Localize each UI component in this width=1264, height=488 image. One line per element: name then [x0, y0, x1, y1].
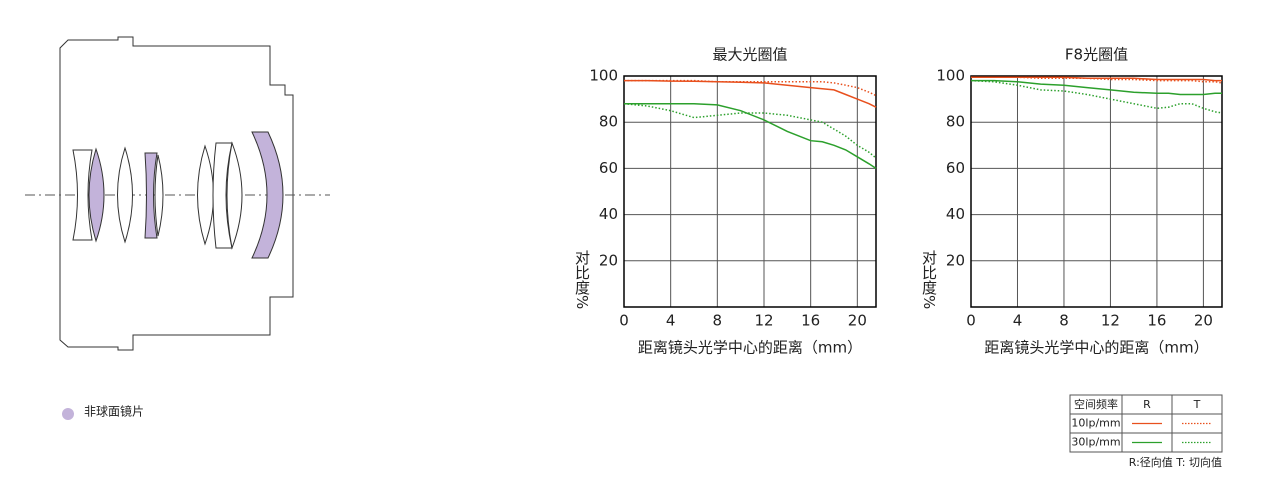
table-header: 空间频率 — [1074, 397, 1118, 411]
series-line — [971, 76, 1223, 84]
x-axis-label: 距离镜头光学中心的距离（mm） — [638, 339, 862, 357]
x-tick-label: 0 — [966, 312, 976, 330]
plot-frame — [970, 75, 1223, 308]
series-line — [970, 79, 1223, 114]
aspherical-lens — [251, 131, 284, 259]
aspherical-lens — [88, 147, 105, 243]
lens-element — [226, 141, 243, 250]
y-tick-label: 60 — [599, 159, 618, 177]
series-line — [624, 79, 877, 108]
lens-barrel — [59, 36, 294, 351]
y-tick-label: 20 — [946, 251, 965, 269]
chart-title: 最大光圈值 — [712, 46, 787, 64]
table-row-label: 30lp/mm — [1071, 436, 1120, 449]
x-tick-label: 16 — [1147, 312, 1166, 330]
legend-dot — [62, 408, 74, 420]
x-tick-label: 12 — [754, 312, 773, 330]
legend-label: 非球面镜片 — [84, 404, 144, 419]
x-tick-label: 8 — [713, 312, 723, 330]
x-tick-label: 0 — [619, 312, 629, 330]
x-tick-label: 20 — [1194, 312, 1213, 330]
y-tick-label: 100 — [936, 67, 965, 85]
series-line — [971, 79, 1222, 96]
plot-frame — [623, 75, 877, 308]
legend-table: 空间频率 R T 10lp/mm 30lp/mm R:径向值 T: 切向值 — [1069, 394, 1223, 469]
y-tick-label: 80 — [946, 113, 965, 131]
lens-element — [117, 146, 133, 244]
table-note: R:径向值 T: 切向值 — [1129, 455, 1222, 469]
table-header: R — [1143, 398, 1151, 411]
y-tick-label: 40 — [946, 205, 965, 223]
x-tick-label: 8 — [1059, 312, 1069, 330]
x-tick-label: 12 — [1101, 312, 1120, 330]
series-line — [971, 76, 1222, 82]
series-line — [623, 102, 877, 159]
y-tick-label: 100 — [589, 67, 618, 85]
x-axis-label: 距离镜头光学中心的距离（mm） — [984, 339, 1208, 357]
table-header: T — [1193, 398, 1201, 411]
series-line — [624, 102, 877, 170]
chart-title: F8光圈值 — [1065, 46, 1128, 64]
lens-element — [72, 149, 93, 241]
x-tick-label: 20 — [848, 312, 867, 330]
y-tick-label: 60 — [946, 159, 965, 177]
y-axis-label: 对比度% — [920, 250, 938, 309]
x-tick-label: 4 — [1013, 312, 1023, 330]
y-tick-label: 40 — [599, 205, 618, 223]
lens-element — [154, 154, 164, 237]
x-tick-label: 4 — [666, 312, 676, 330]
table-row-label: 10lp/mm — [1071, 417, 1120, 430]
x-tick-label: 16 — [801, 312, 820, 330]
lens-element — [197, 144, 214, 246]
y-tick-label: 80 — [599, 113, 618, 131]
y-axis-label: 对比度% — [573, 250, 591, 309]
lens-diagram: 非球面镜片 — [25, 36, 330, 420]
y-tick-label: 20 — [599, 251, 618, 269]
aspherical-lens — [144, 152, 158, 239]
